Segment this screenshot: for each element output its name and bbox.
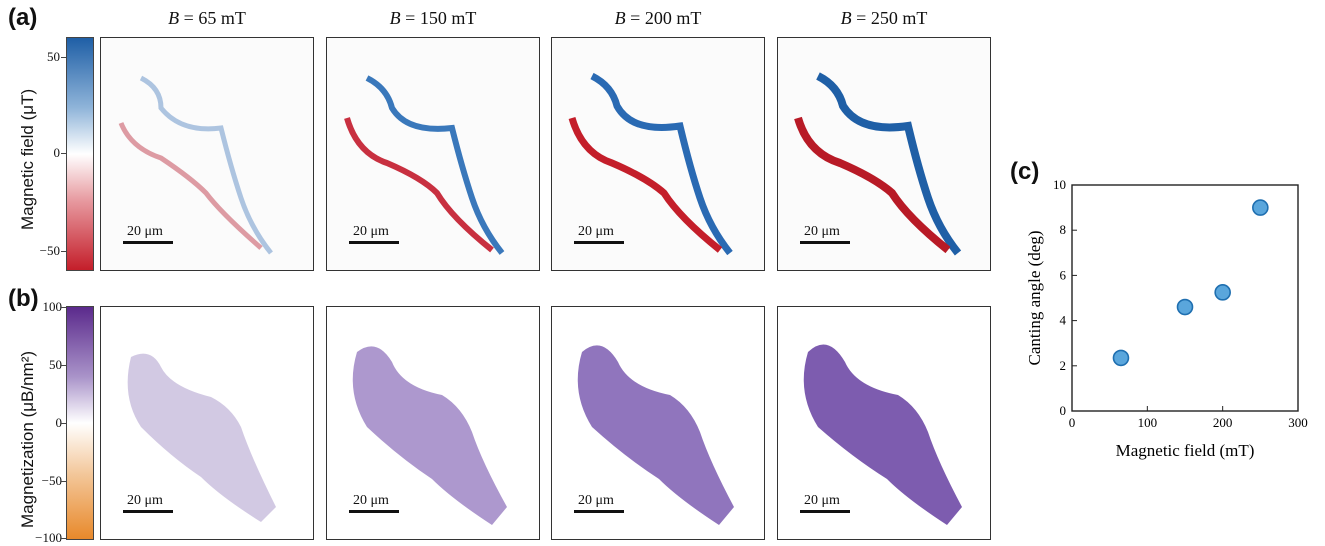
field-map-65mT: 20 μm bbox=[100, 37, 314, 271]
scale-bar-label: 20 μm bbox=[353, 493, 389, 508]
colorbar-tick-mark bbox=[61, 57, 66, 58]
scale-bar-label: 20 μm bbox=[578, 493, 614, 508]
magnetization-map-200mT: 20 μm bbox=[551, 306, 765, 540]
column-title-1: B = 65 mT bbox=[168, 8, 246, 28]
colorbar-tick-mark bbox=[61, 481, 66, 482]
scale-bar-label: 20 μm bbox=[127, 224, 163, 239]
colorbar-a-tick: 50 bbox=[47, 49, 60, 64]
y-tick-label: 4 bbox=[1060, 313, 1067, 328]
scale-bar-label: 20 μm bbox=[578, 224, 614, 239]
panel-label-b: (b) bbox=[8, 285, 39, 312]
x-axis-label: Magnetic field (mT) bbox=[1116, 441, 1255, 460]
y-tick-label: 2 bbox=[1060, 358, 1067, 373]
colorbar-a-tick: 0 bbox=[53, 145, 61, 160]
colorbar-b-tick: −100 bbox=[35, 530, 62, 545]
field-map-250mT: 20 μm bbox=[777, 37, 991, 271]
colorbar-b-tick: −50 bbox=[41, 473, 62, 488]
field-map-200mT: 20 μm bbox=[551, 37, 765, 271]
scale-bar bbox=[123, 510, 173, 513]
y-tick-label: 8 bbox=[1060, 222, 1067, 237]
y-tick-label: 10 bbox=[1053, 177, 1066, 192]
column-title-2: B = 150 mT bbox=[389, 8, 477, 28]
colorbar-b-label: Magnetization (μB/nm²) bbox=[18, 350, 37, 528]
magnetization-map-65mT: 20 μm bbox=[100, 306, 314, 540]
y-axis-label: Canting angle (deg) bbox=[1025, 230, 1044, 365]
x-tick-label: 300 bbox=[1288, 415, 1308, 430]
colorbar-b bbox=[66, 306, 94, 540]
colorbar-tick-mark bbox=[61, 251, 66, 252]
panel-label-c: (c) bbox=[1010, 158, 1040, 185]
colorbar-a-tick: −50 bbox=[39, 243, 60, 258]
colorbar-b-tick: 100 bbox=[42, 299, 63, 314]
scale-bar bbox=[800, 510, 850, 513]
colorbar-tick-mark bbox=[61, 153, 66, 154]
y-tick-label: 6 bbox=[1060, 267, 1067, 282]
scale-bar bbox=[349, 241, 399, 244]
magnetization-map-250mT: 20 μm bbox=[777, 306, 991, 540]
x-tick-label: 200 bbox=[1213, 415, 1233, 430]
data-point bbox=[1252, 199, 1269, 216]
panel-label-a: (a) bbox=[8, 4, 38, 31]
column-title-3: B = 200 mT bbox=[614, 8, 702, 28]
scale-bar bbox=[574, 510, 624, 513]
data-point bbox=[1176, 298, 1194, 316]
colorbar-tick-mark bbox=[61, 423, 66, 424]
magnetization-map-150mT: 20 μm bbox=[326, 306, 540, 540]
plot-frame bbox=[1071, 184, 1299, 412]
scale-bar bbox=[123, 241, 173, 244]
scale-bar bbox=[574, 241, 624, 244]
scale-bar-label: 20 μm bbox=[353, 224, 389, 239]
colorbar-a bbox=[66, 37, 94, 271]
column-title-4: B = 250 mT bbox=[840, 8, 928, 28]
y-tick-label: 0 bbox=[1060, 403, 1067, 418]
data-point bbox=[1214, 284, 1231, 301]
field-map-150mT: 20 μm bbox=[326, 37, 540, 271]
colorbar-b-tick: 0 bbox=[55, 415, 63, 430]
scale-bar bbox=[349, 510, 399, 513]
scale-bar-label: 20 μm bbox=[804, 493, 840, 508]
scatter-svg: 0 100 200 300 0 2 4 6 8 10 Magnetic field (mT) Ca… bbox=[1025, 177, 1308, 460]
colorbar-b-tick: 50 bbox=[49, 357, 62, 372]
scale-bar-label: 20 μm bbox=[804, 224, 840, 239]
colorbar-tick-mark bbox=[61, 307, 66, 308]
scale-bar-label: 20 μm bbox=[127, 493, 163, 508]
canting-angle-chart: 0 100 200 300 0 2 4 6 8 10 Magnetic field (mT) Ca… bbox=[1010, 160, 1310, 475]
x-tick-label: 100 bbox=[1138, 415, 1158, 430]
data-point bbox=[1112, 349, 1130, 367]
scale-bar bbox=[800, 241, 850, 244]
colorbar-tick-mark bbox=[61, 365, 66, 366]
colorbar-tick-mark bbox=[61, 538, 66, 539]
x-tick-label: 0 bbox=[1069, 415, 1076, 430]
